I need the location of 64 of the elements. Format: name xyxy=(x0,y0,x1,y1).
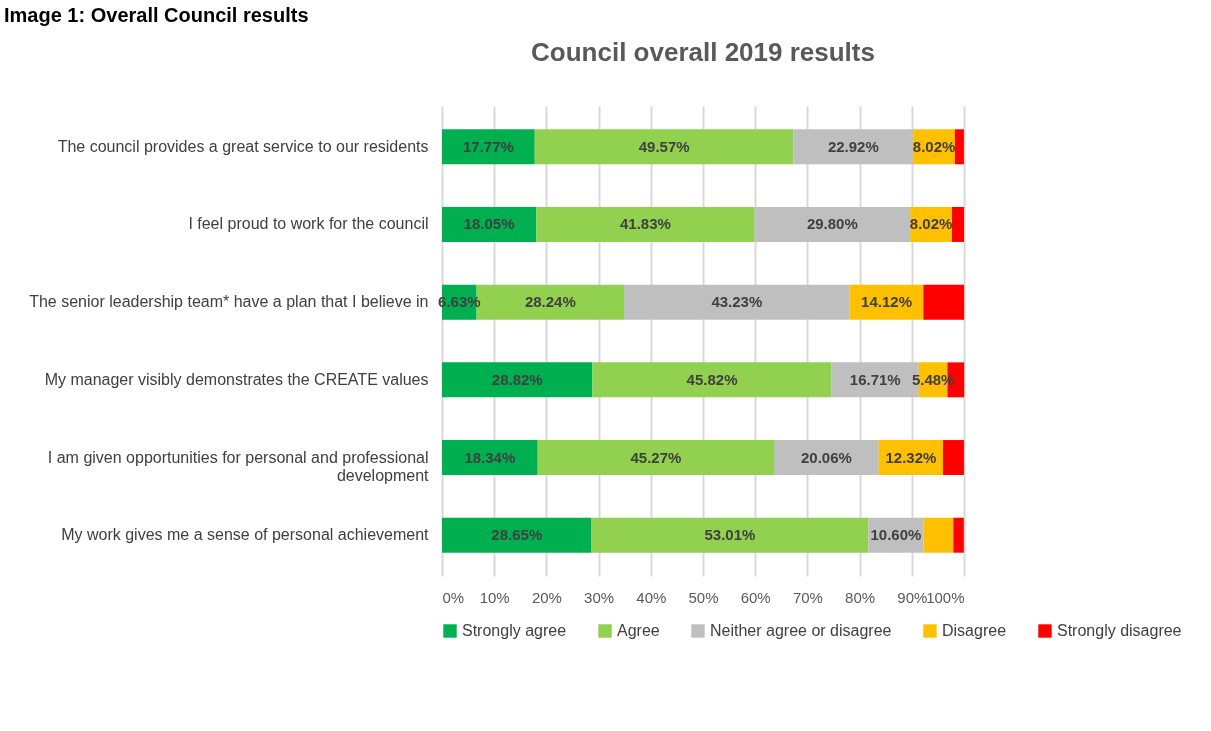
y-tick-label: The senior leadership team* have a plan that I believe in xyxy=(29,293,429,311)
bar xyxy=(923,517,954,553)
legend-label: Agree xyxy=(617,622,660,639)
data-label: 12.32% xyxy=(885,448,937,466)
data-label: 17.77% xyxy=(462,137,514,155)
bar xyxy=(442,362,593,398)
legend-label: Strongly disagree xyxy=(1057,622,1182,639)
data-label: 10.60% xyxy=(870,526,922,544)
bar xyxy=(943,440,964,476)
bar xyxy=(442,440,538,476)
x-tick-label: 0% xyxy=(442,588,465,606)
bar xyxy=(754,206,911,242)
y-tick-label: My manager visibly demonstrates the CREATE values xyxy=(44,370,429,388)
data-label: 28.65% xyxy=(491,526,543,544)
data-label: 8.02% xyxy=(909,215,953,233)
y-tick-label: The council provides a great service to our residents xyxy=(57,137,429,155)
bar xyxy=(442,517,592,553)
bar xyxy=(591,517,869,553)
x-tick-label: 50% xyxy=(688,588,719,606)
x-tick-label: 70% xyxy=(792,588,823,606)
x-tick-label: 60% xyxy=(740,588,771,606)
legend-label: Strongly agree xyxy=(462,622,567,639)
data-label: 18.34% xyxy=(464,448,516,466)
bar xyxy=(624,284,850,320)
y-tick-label: I feel proud to work for the council xyxy=(188,215,429,233)
data-label: 49.57% xyxy=(638,137,690,155)
data-label: 22.92% xyxy=(827,137,879,155)
x-tick-label: 10% xyxy=(479,588,510,606)
x-tick-label: 100% xyxy=(926,588,965,606)
bar xyxy=(923,284,965,320)
data-label: 53.01% xyxy=(704,526,756,544)
data-label: 28.82% xyxy=(491,370,543,388)
data-label: 14.12% xyxy=(861,293,912,311)
x-tick-label: 90% xyxy=(897,588,928,606)
x-tick-label: 80% xyxy=(845,588,876,606)
data-label: 8.02% xyxy=(912,137,956,155)
bar xyxy=(951,206,964,242)
data-label: 45.27% xyxy=(630,448,682,466)
bar xyxy=(793,129,914,165)
data-label: 28.24% xyxy=(524,293,576,311)
bar xyxy=(592,362,832,398)
bar xyxy=(955,129,964,165)
x-tick-label: 20% xyxy=(531,588,562,606)
bar xyxy=(534,129,794,165)
bar xyxy=(953,517,964,553)
data-label: 41.83% xyxy=(619,215,671,233)
data-label: 29.80% xyxy=(806,215,858,233)
y-tick-label: My work gives me a sense of personal achievement xyxy=(61,526,430,544)
data-label: 18.05% xyxy=(463,215,515,233)
y-tick-label: I am given opportunities for personal and professional development xyxy=(47,448,430,484)
bar xyxy=(442,129,535,165)
bar xyxy=(774,440,879,476)
data-label: 20.06% xyxy=(800,448,852,466)
data-label: 45.82% xyxy=(686,370,738,388)
chart-title: Council overall 2019 results xyxy=(531,37,875,67)
data-label: 43.23% xyxy=(711,293,763,311)
legend-label: Disagree xyxy=(942,622,1007,639)
legend-label: Neither agree or disagree xyxy=(710,622,892,639)
text: Image 1: Overall Council results xyxy=(3,3,310,28)
x-tick-label: 40% xyxy=(636,588,667,606)
bar xyxy=(537,440,775,476)
bar xyxy=(536,206,755,242)
x-tick-label: 30% xyxy=(584,588,615,606)
data-label: 16.71% xyxy=(849,370,901,388)
